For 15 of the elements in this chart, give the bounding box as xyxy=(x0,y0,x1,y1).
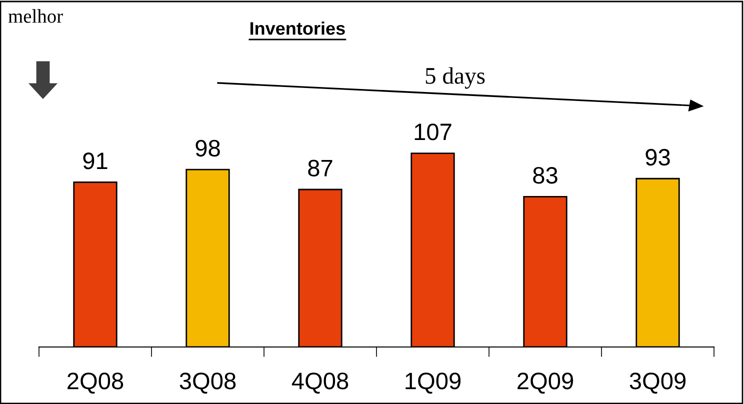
text: melhor xyxy=(8,9,63,23)
data-label: 98 xyxy=(196,140,220,157)
x-tick-label: 2Q09 xyxy=(518,372,574,394)
x-tick-label: 3Q09 xyxy=(630,372,686,394)
data-label: 87 xyxy=(308,160,332,176)
text: 5 days xyxy=(426,67,485,89)
chart-title: Inventories xyxy=(250,22,345,35)
x-tick-label: 4Q08 xyxy=(292,372,348,394)
data-label: 107 xyxy=(414,124,452,140)
data-label: 83 xyxy=(533,167,558,184)
data-label: 93 xyxy=(646,148,670,166)
x-tick-label: 1Q09 xyxy=(406,372,461,394)
x-tick-label: 3Q08 xyxy=(180,372,236,394)
x-tick-label: 2Q08 xyxy=(68,372,124,394)
data-label: 91 xyxy=(83,152,108,170)
